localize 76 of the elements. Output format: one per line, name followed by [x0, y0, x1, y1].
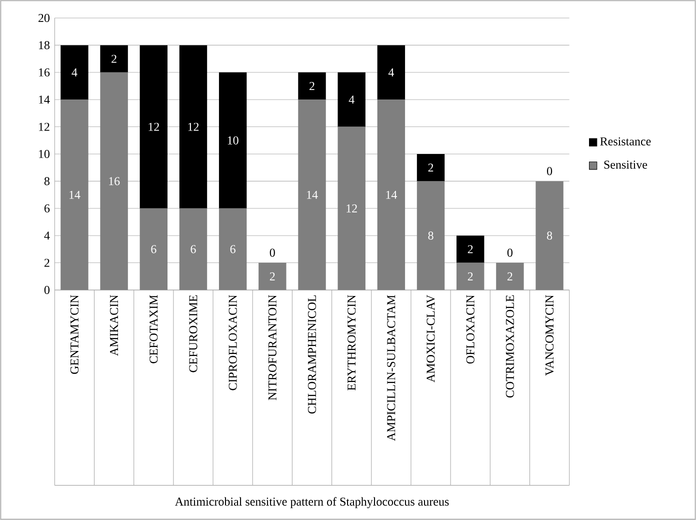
bar — [338, 72, 366, 127]
x-axis-title: Antimicrobial sensitive pattern of Staphylococcus aureus — [175, 497, 449, 508]
bar — [60, 100, 88, 290]
bar — [60, 45, 88, 100]
data-label: 12 — [188, 122, 199, 131]
legend-label: Sensitive — [604, 160, 648, 169]
x-tick-label: GENTAMYCIN — [70, 294, 79, 374]
x-tick-label: AMPICILLIN-SULBACTAM — [387, 295, 396, 441]
x-tick-label: VANCOMYCIN — [545, 294, 554, 376]
bar — [377, 45, 406, 100]
x-tick-label: NITROFURANTOIN — [268, 294, 276, 400]
data-label: 14 — [386, 190, 397, 199]
data-label: 0 — [270, 248, 275, 257]
data-label: 0 — [507, 248, 512, 257]
data-label: 8 — [547, 232, 552, 240]
bar — [179, 208, 208, 290]
y-tick-label: 8 — [44, 177, 50, 186]
y-tick-label: 4 — [44, 232, 50, 240]
bar — [377, 100, 406, 290]
data-label: 0 — [547, 167, 552, 176]
y-tick-label: 0 — [44, 286, 50, 294]
data-label: 2 — [468, 245, 473, 254]
x-tick-label: CIPROFLOXACIN — [228, 294, 237, 390]
data-label: 14 — [307, 190, 318, 199]
data-label: 14 — [70, 190, 80, 199]
data-label: 8 — [428, 232, 434, 240]
x-tick-label: CHLORAMPHENICOL — [308, 295, 316, 414]
data-label: 2 — [507, 272, 512, 280]
x-tick-label: COTRIMOXAZOLE — [506, 295, 514, 398]
bar — [536, 181, 564, 290]
bar — [416, 181, 445, 290]
y-tick-label: 16 — [39, 68, 50, 76]
y-tick-label: 12 — [39, 122, 50, 131]
bar — [140, 208, 168, 290]
legend-label: Resistance — [600, 137, 651, 146]
bar — [140, 45, 168, 208]
data-label: 10 — [228, 136, 238, 144]
y-tick-label: 2 — [44, 258, 50, 267]
data-label: 12 — [346, 204, 357, 212]
y-tick-label: 20 — [38, 14, 50, 22]
bar — [179, 45, 208, 208]
bar — [218, 208, 247, 290]
x-tick-label: AMOXICI-CLAV — [426, 294, 435, 382]
bar — [100, 72, 128, 290]
data-label: 6 — [230, 245, 236, 254]
data-label: 2 — [270, 272, 275, 280]
data-label: 4 — [388, 68, 394, 76]
bar — [258, 262, 286, 290]
bar — [456, 262, 484, 290]
x-tick-label: OFLOXACIN — [466, 294, 474, 364]
y-tick-label: 18 — [39, 41, 50, 50]
bar — [496, 262, 524, 290]
data-label: 4 — [348, 96, 354, 104]
x-tick-label: AMIKACIN — [110, 294, 118, 356]
y-tick-label: 14 — [39, 96, 50, 104]
y-tick-label: 10 — [39, 150, 50, 158]
bar — [218, 72, 247, 208]
bar — [456, 236, 484, 263]
bar — [100, 45, 128, 72]
data-label: 12 — [148, 122, 159, 131]
data-label: 4 — [72, 68, 78, 76]
bar — [416, 154, 445, 182]
data-label: 2 — [310, 82, 314, 90]
data-label: 16 — [109, 177, 120, 186]
bar — [298, 100, 326, 290]
data-label: 2 — [112, 54, 116, 63]
data-label: 6 — [190, 245, 196, 254]
y-tick-label: 6 — [44, 204, 50, 212]
x-tick-label: CEFUROXIME — [189, 295, 198, 372]
data-label: 6 — [151, 245, 156, 254]
bar — [298, 72, 326, 100]
data-label: 2 — [468, 272, 473, 280]
bar — [338, 126, 366, 290]
data-label: 2 — [428, 164, 434, 172]
x-tick-label: CEFOTAXIM — [150, 295, 158, 364]
x-tick-label: ERYTHROMYCIN — [348, 294, 356, 390]
